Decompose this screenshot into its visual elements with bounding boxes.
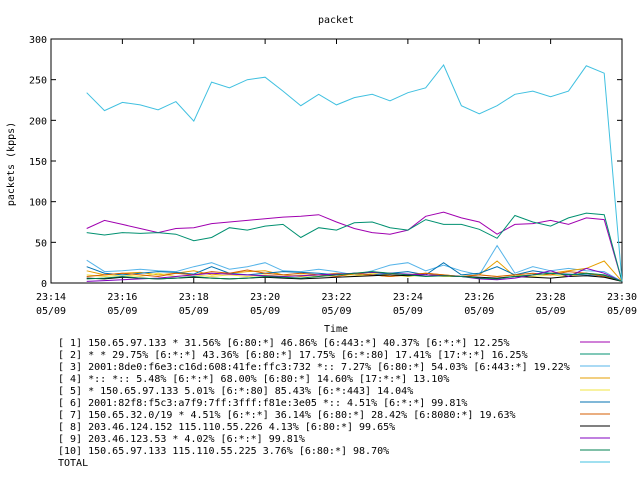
legend-label: [ 5] * 150.65.97.133 5.01% [6:*:80] 85.4…: [58, 386, 413, 397]
x-tick-label-date: 05/09: [464, 306, 494, 317]
x-tick-label-time: 23:20: [250, 292, 280, 303]
legend-label: [ 2] * * 29.75% [6:*:*] 43.36% [6:80:*] …: [58, 350, 528, 361]
y-tick-label: 150: [29, 157, 47, 168]
legend-label: [ 6] 2001:82f8:f5c3:a7f9:7ff:3fff:f81e:3…: [58, 398, 467, 409]
x-tick-label-date: 05/09: [536, 306, 566, 317]
x-tick-label-date: 05/09: [107, 306, 137, 317]
x-tick-label-time: 23:18: [179, 292, 209, 303]
x-tick-label-time: 23:24: [393, 292, 423, 303]
y-tick-label: 50: [35, 238, 47, 249]
series-lines: [86, 64, 623, 282]
series-line: [86, 271, 623, 282]
x-tick-label-time: 23:22: [321, 292, 351, 303]
x-tick-label-time: 23:26: [464, 292, 494, 303]
x-tick-label-date: 05/09: [393, 306, 423, 317]
x-tick-label-time: 23:14: [36, 292, 66, 303]
chart-title: packet: [318, 15, 354, 26]
x-axis-label: Time: [324, 324, 348, 335]
x-tick-label-date: 05/09: [36, 306, 66, 317]
y-tick-label: 100: [29, 198, 47, 209]
y-axis: 0 50 100 150 200 250 300: [29, 35, 622, 290]
legend-label: [ 3] 2001:8de0:f6e3:c16d:608:41fe:ffc3:7…: [58, 362, 570, 373]
legend-label: [ 8] 203.46.124.152 115.110.55.226 4.13%…: [58, 422, 395, 433]
y-axis-label: packets (kpps): [6, 122, 17, 206]
x-tick-label-date: 05/09: [321, 306, 351, 317]
legend-label: [ 7] 150.65.32.0/19 * 4.51% [6:*:*] 36.1…: [58, 410, 516, 421]
plot-frame: [50, 38, 623, 284]
series-line: [86, 64, 623, 282]
y-tick-label: 0: [41, 279, 47, 290]
y-tick-label: 250: [29, 76, 47, 87]
y-tick-label: 200: [29, 116, 47, 127]
x-tick-label-time: 23:30: [607, 292, 637, 303]
legend-label: [ 1] 150.65.97.133 * 31.56% [6:80:*] 46.…: [58, 338, 510, 349]
legend-label: TOTAL: [58, 458, 88, 469]
series-line: [86, 212, 623, 282]
x-tick-label-date: 05/09: [250, 306, 280, 317]
series-line: [86, 211, 623, 282]
legend-label: [10] 150.65.97.133 115.110.55.225 3.76% …: [58, 446, 389, 457]
x-tick-label-time: 23:28: [536, 292, 566, 303]
x-tick-label-time: 23:16: [107, 292, 137, 303]
legend-label: [ 9] 203.46.123.53 * 4.02% [6:*:*] 99.81…: [58, 434, 305, 445]
x-tick-label-date: 05/09: [607, 306, 637, 317]
y-tick-label: 300: [29, 35, 47, 46]
legend: [ 1] 150.65.97.133 * 31.56% [6:80:*] 46.…: [58, 338, 610, 469]
legend-label: [ 4] *:: *:: 5.48% [6:*:*] 68.00% [6:80:…: [58, 374, 449, 385]
x-tick-label-date: 05/09: [179, 306, 209, 317]
x-axis: 23:14 05/09 23:16 05/09 23:18 05/09 23:20 05/09…: [36, 39, 637, 317]
